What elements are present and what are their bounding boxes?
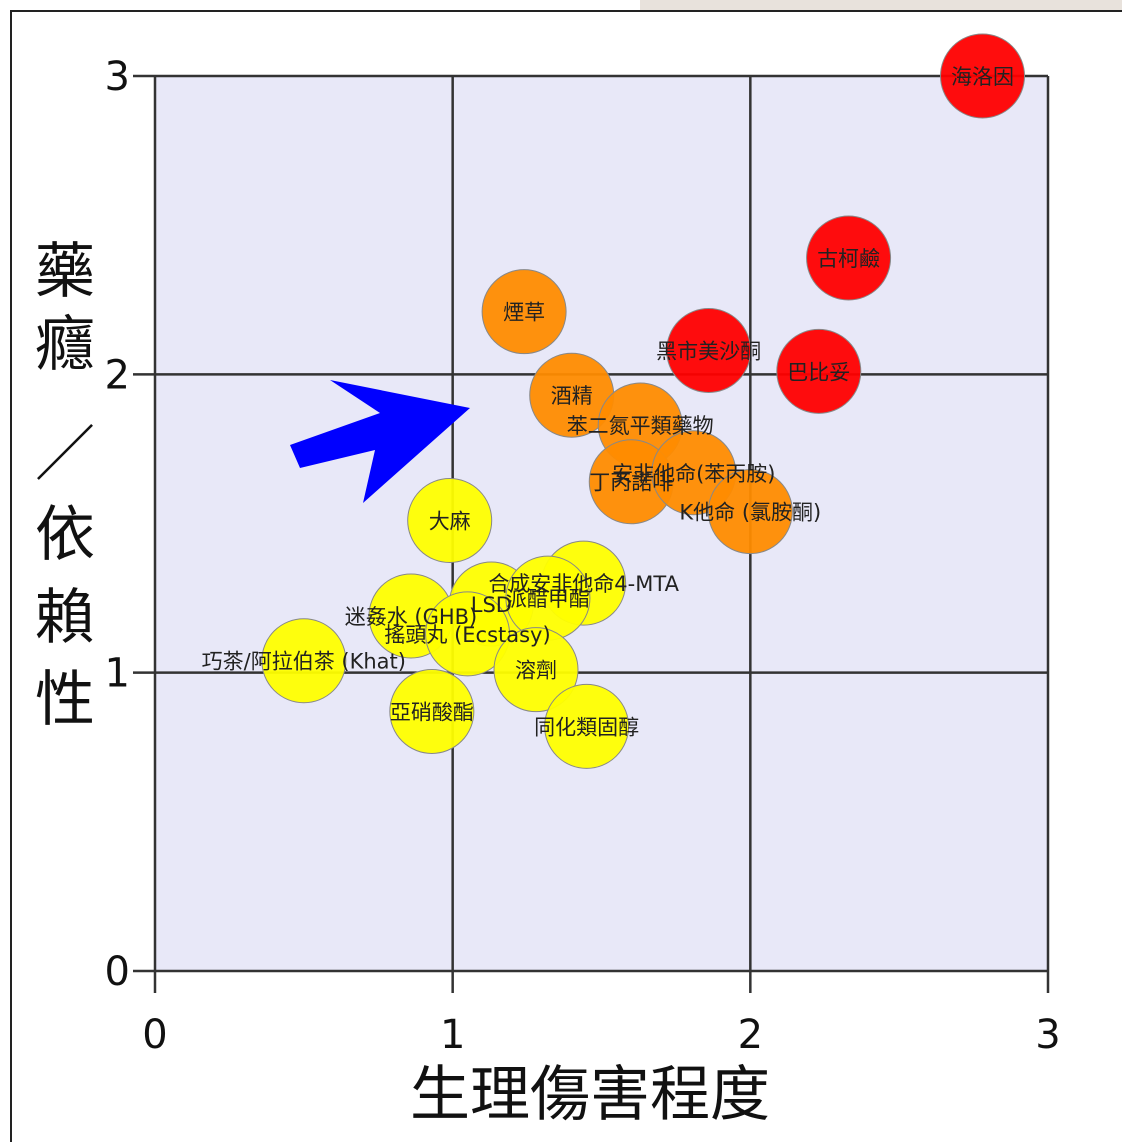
y-axis-label-char: 依 [35, 500, 95, 570]
data-points [261, 33, 1026, 769]
plot-area [155, 76, 1048, 971]
point-label: LSD [471, 593, 512, 617]
y-axis-label-char: 賴 [35, 583, 95, 653]
axis-ticks: 0 1 2 3 0 1 2 3 [105, 54, 1061, 1058]
point-label: 古柯鹼 [817, 247, 880, 271]
point-label: 煙草 [503, 301, 545, 325]
data-point [493, 627, 579, 713]
point-label: 亞硝酸酯 [390, 700, 474, 724]
x-tick-label: 3 [1035, 1012, 1060, 1058]
y-axis-label-char: 性 [35, 665, 95, 735]
x-axis-label: 生理傷害程度 [410, 1060, 770, 1128]
data-point [389, 668, 475, 754]
data-point [806, 215, 892, 301]
blue-arrow-icon [290, 380, 470, 503]
data-point [425, 591, 511, 677]
point-label: 派醋甲酯 [506, 587, 590, 611]
y-axis-label: 藥癮 ／ 依賴性 [35, 237, 95, 735]
point-label: 溶劑 [515, 659, 557, 683]
point-label: 巴比妥 [787, 360, 850, 384]
point-label: 迷姦水 (GHB) [345, 605, 478, 629]
point-label: K他命 (氯胺酮) [679, 501, 821, 525]
point-label: 海洛因 [951, 65, 1014, 89]
y-axis-label-char: 癮 [35, 310, 95, 380]
data-point [940, 33, 1026, 119]
y-axis-label-char: ／ [35, 420, 95, 490]
y-tick-label: 2 [105, 352, 130, 398]
point-label: 大麻 [429, 510, 471, 534]
x-tick-label: 1 [440, 1012, 465, 1058]
point-label: 安非他命(苯丙胺) [612, 462, 775, 486]
y-tick-label: 3 [105, 54, 130, 100]
point-label: 合成安非他命4-MTA [488, 572, 679, 596]
point-label: 巧茶/阿拉伯茶 (Khat) [202, 650, 406, 674]
data-point [776, 328, 862, 414]
data-point [261, 618, 347, 704]
y-tick-label: 0 [105, 949, 130, 995]
point-label: 酒精 [551, 384, 593, 408]
data-point [407, 478, 493, 564]
point-label: 搖頭丸 (Ecstasy) [384, 623, 550, 647]
data-point [544, 683, 630, 769]
y-axis-label-char: 藥 [35, 237, 95, 307]
window-top-strip [640, 0, 1122, 10]
point-label: 黑市美沙酮 [656, 339, 761, 363]
data-point [707, 469, 793, 555]
point-label: 丁丙諾啡 [589, 471, 673, 495]
point-label: 苯二氮平類藥物 [567, 414, 714, 438]
point-label: 同化類固醇 [534, 715, 639, 739]
data-point [481, 269, 567, 355]
y-tick-label: 1 [105, 651, 130, 697]
x-tick-label: 2 [738, 1012, 763, 1058]
data-point [666, 307, 752, 393]
x-tick-label: 0 [142, 1012, 167, 1058]
